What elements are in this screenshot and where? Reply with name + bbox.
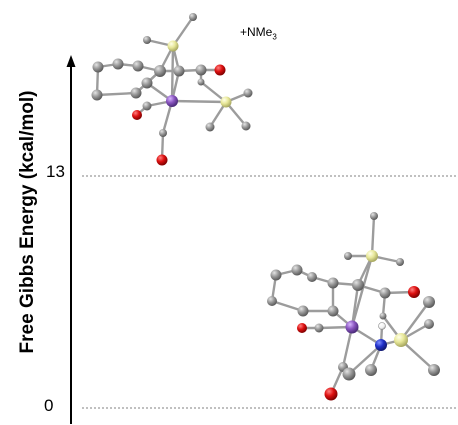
oxygen-atom bbox=[214, 64, 226, 76]
y-tick-13: 13 bbox=[46, 162, 65, 181]
nitrogen-atom bbox=[375, 339, 387, 351]
molecule-1-atoms bbox=[91, 13, 253, 166]
molecule-1-bonds bbox=[95, 15, 250, 162]
silicon-atom bbox=[220, 96, 232, 108]
oxygen-atom bbox=[408, 286, 420, 298]
oxygen-atom bbox=[324, 387, 338, 401]
y-tick-0: 0 bbox=[44, 396, 54, 415]
silicon-atom bbox=[394, 333, 408, 347]
nme3-annotation-text: +NMe bbox=[240, 25, 273, 39]
oxygen-atom bbox=[297, 323, 307, 333]
oxygen-atom bbox=[156, 154, 168, 166]
molecule-state-13 bbox=[91, 13, 253, 166]
silicon-atom bbox=[167, 40, 179, 52]
hydrogen-atom bbox=[378, 322, 386, 330]
oxygen-atom bbox=[132, 110, 142, 120]
nme3-annotation-subscript: 3 bbox=[272, 32, 277, 42]
manganese-atom bbox=[166, 95, 178, 107]
molecule-state-0 bbox=[267, 212, 440, 401]
nme3-annotation: +NMe3 bbox=[240, 26, 277, 41]
molecule-2-bonds bbox=[270, 214, 436, 396]
manganese-atom bbox=[345, 320, 359, 334]
y-axis-title-text: Free Gibbs Energy (kcal/mol) bbox=[17, 90, 38, 354]
molecule-2-atoms bbox=[267, 212, 440, 401]
y-axis-arrowhead bbox=[66, 55, 76, 67]
silicon-atom bbox=[366, 250, 378, 262]
